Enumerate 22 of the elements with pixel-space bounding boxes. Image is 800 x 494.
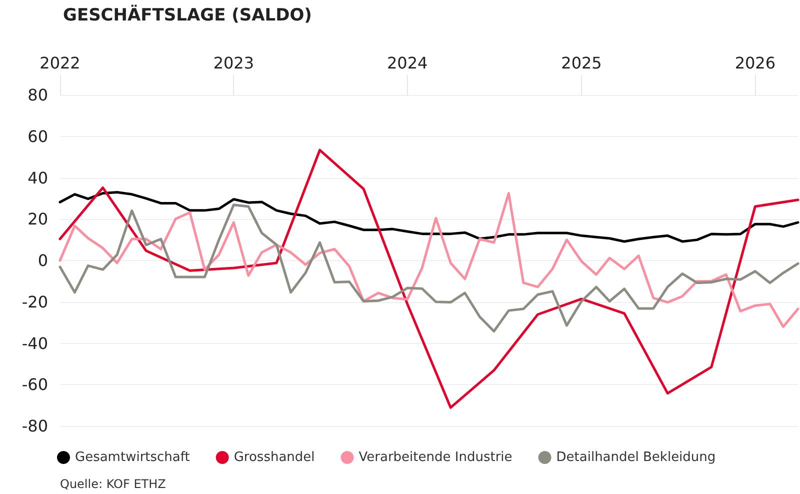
legend-label: Grosshandel [234, 450, 315, 465]
y-tick-label: 80 [28, 86, 48, 104]
y-tick-label: -80 [22, 416, 48, 436]
y-tick-label: 40 [28, 168, 48, 188]
source-note: Quelle: KOF ETHZ [60, 477, 166, 491]
legend-label: Detailhandel Bekleidung [556, 450, 716, 465]
y-tick-label: 20 [28, 210, 48, 229]
x-tick-label: 2022 [40, 54, 80, 72]
y-tick-label: 0 [38, 251, 48, 270]
y-tick-label: -40 [22, 334, 48, 353]
y-tick-label: -60 [22, 375, 48, 394]
x-tick-label: 2024 [386, 54, 428, 72]
legend-label: Gesamtwirtschaft [75, 450, 190, 465]
y-tick-label: -20 [22, 292, 48, 312]
x-tick-label: 2023 [213, 54, 254, 72]
line-series [58, 190, 800, 243]
x-tick-label: 2026 [734, 54, 776, 72]
chart-title: GESCHÄFTSLAGE (SALDO) [63, 4, 312, 26]
legend-label: Verarbeitende Industrie [358, 450, 512, 465]
line-series [58, 148, 800, 409]
y-tick-label: 60 [28, 126, 48, 146]
x-tick-label: 2025 [561, 54, 602, 72]
